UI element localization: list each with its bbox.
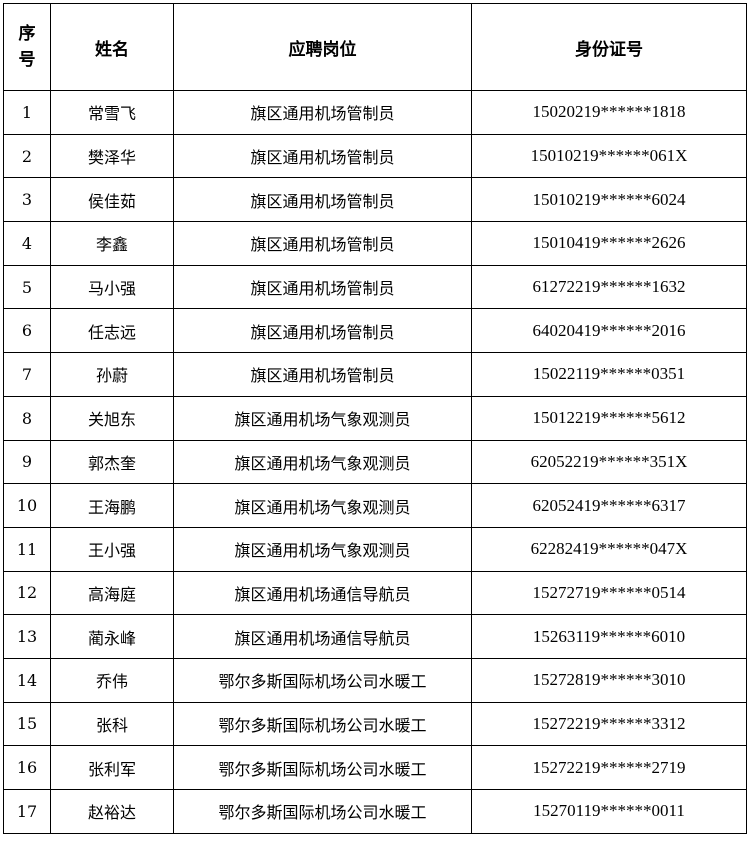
table-row: 4 李鑫 旗区通用机场管制员 15010419******2626 <box>3 221 747 266</box>
cell-position: 鄂尔多斯国际机场公司水暖工 <box>173 745 472 790</box>
cell-id: 15272219******3312 <box>471 701 747 747</box>
cell-position: 旗区通用机场管制员 <box>173 264 472 310</box>
table-row: 14 乔伟 鄂尔多斯国际机场公司水暖工 15272819******3010 <box>3 657 747 703</box>
cell-name: 张科 <box>50 701 174 747</box>
cell-seq: 15 <box>3 701 51 747</box>
header-id: 身份证号 <box>471 3 747 91</box>
header-position: 应聘岗位 <box>173 3 472 91</box>
header-name: 姓名 <box>50 3 174 91</box>
cell-seq: 7 <box>3 352 51 397</box>
cell-name: 马小强 <box>50 264 174 310</box>
cell-id: 15012219******5612 <box>471 395 747 441</box>
cell-id: 15010219******061X <box>471 133 747 179</box>
cell-position: 旗区通用机场气象观测员 <box>173 526 472 572</box>
cell-id: 15270119******0011 <box>471 789 747 834</box>
cell-seq: 9 <box>3 439 51 485</box>
cell-seq: 16 <box>3 745 51 790</box>
cell-seq: 10 <box>3 483 51 528</box>
cell-seq: 11 <box>3 526 51 572</box>
cell-position: 旗区通用机场管制员 <box>173 177 472 223</box>
cell-name: 郭杰奎 <box>50 439 174 485</box>
cell-id: 15020219******1818 <box>471 90 747 135</box>
cell-seq: 5 <box>3 264 51 310</box>
cell-id: 62052419******6317 <box>471 483 747 528</box>
header-seq-line2: 号 <box>18 50 36 70</box>
cell-seq: 3 <box>3 177 51 223</box>
cell-seq: 1 <box>3 90 51 135</box>
cell-name: 李鑫 <box>50 221 174 266</box>
table-row: 8 关旭东 旗区通用机场气象观测员 15012219******5612 <box>3 395 747 441</box>
cell-id: 15010419******2626 <box>471 221 747 266</box>
cell-name: 赵裕达 <box>50 789 174 834</box>
header-row: 序号 姓名 应聘岗位 身份证号 <box>3 3 747 91</box>
table-row: 3 侯佳茹 旗区通用机场管制员 15010219******6024 <box>3 177 747 223</box>
cell-id: 15272719******0514 <box>471 570 747 616</box>
table-row: 13 蔺永峰 旗区通用机场通信导航员 15263119******6010 <box>3 614 747 659</box>
cell-position: 旗区通用机场管制员 <box>173 308 472 354</box>
cell-position: 旗区通用机场气象观测员 <box>173 483 472 528</box>
cell-name: 张利军 <box>50 745 174 790</box>
table-row: 6 任志远 旗区通用机场管制员 64020419******2016 <box>3 308 747 354</box>
cell-id: 15272819******3010 <box>471 657 747 703</box>
header-seq: 序号 <box>3 3 51 91</box>
header-seq-line1: 序 <box>18 24 36 44</box>
cell-name: 高海庭 <box>50 570 174 616</box>
cell-position: 旗区通用机场管制员 <box>173 90 472 135</box>
cell-seq: 6 <box>3 308 51 354</box>
table-row: 2 樊泽华 旗区通用机场管制员 15010219******061X <box>3 133 747 179</box>
cell-position: 鄂尔多斯国际机场公司水暖工 <box>173 701 472 747</box>
cell-position: 鄂尔多斯国际机场公司水暖工 <box>173 789 472 834</box>
cell-position: 旗区通用机场通信导航员 <box>173 570 472 616</box>
cell-name: 乔伟 <box>50 657 174 703</box>
cell-name: 王小强 <box>50 526 174 572</box>
table-row: 10 王海鹏 旗区通用机场气象观测员 62052419******6317 <box>3 483 747 528</box>
cell-seq: 2 <box>3 133 51 179</box>
table-row: 7 孙蔚 旗区通用机场管制员 15022119******0351 <box>3 352 747 397</box>
cell-name: 关旭东 <box>50 395 174 441</box>
cell-id: 15263119******6010 <box>471 614 747 659</box>
cell-id: 64020419******2016 <box>471 308 747 354</box>
cell-position: 旗区通用机场管制员 <box>173 352 472 397</box>
cell-seq: 8 <box>3 395 51 441</box>
cell-position: 旗区通用机场管制员 <box>173 221 472 266</box>
cell-position: 旗区通用机场气象观测员 <box>173 395 472 441</box>
cell-id: 15010219******6024 <box>471 177 747 223</box>
cell-name: 王海鹏 <box>50 483 174 528</box>
table-row: 1 常雪飞 旗区通用机场管制员 15020219******1818 <box>3 90 747 135</box>
cell-position: 旗区通用机场通信导航员 <box>173 614 472 659</box>
table-row: 17 赵裕达 鄂尔多斯国际机场公司水暖工 15270119******0011 <box>3 789 747 834</box>
cell-name: 孙蔚 <box>50 352 174 397</box>
cell-position: 旗区通用机场管制员 <box>173 133 472 179</box>
cell-seq: 14 <box>3 657 51 703</box>
cell-name: 樊泽华 <box>50 133 174 179</box>
cell-id: 61272219******1632 <box>471 264 747 310</box>
cell-position: 旗区通用机场气象观测员 <box>173 439 472 485</box>
table-row: 12 高海庭 旗区通用机场通信导航员 15272719******0514 <box>3 570 747 616</box>
cell-name: 侯佳茹 <box>50 177 174 223</box>
table-row: 16 张利军 鄂尔多斯国际机场公司水暖工 15272219******2719 <box>3 745 747 790</box>
table-row: 9 郭杰奎 旗区通用机场气象观测员 62052219******351X <box>3 439 747 485</box>
cell-id: 62282419******047X <box>471 526 747 572</box>
cell-seq: 13 <box>3 614 51 659</box>
cell-seq: 12 <box>3 570 51 616</box>
cell-id: 15022119******0351 <box>471 352 747 397</box>
cell-id: 15272219******2719 <box>471 745 747 790</box>
cell-name: 蔺永峰 <box>50 614 174 659</box>
candidate-table: 序号 姓名 应聘岗位 身份证号 1 常雪飞 旗区通用机场管制员 15020219***… <box>3 3 747 834</box>
cell-seq: 17 <box>3 789 51 834</box>
cell-seq: 4 <box>3 221 51 266</box>
cell-id: 62052219******351X <box>471 439 747 485</box>
table-row: 15 张科 鄂尔多斯国际机场公司水暖工 15272219******3312 <box>3 701 747 747</box>
table-row: 5 马小强 旗区通用机场管制员 61272219******1632 <box>3 264 747 310</box>
cell-name: 任志远 <box>50 308 174 354</box>
cell-name: 常雪飞 <box>50 90 174 135</box>
table-row: 11 王小强 旗区通用机场气象观测员 62282419******047X <box>3 526 747 572</box>
cell-position: 鄂尔多斯国际机场公司水暖工 <box>173 657 472 703</box>
